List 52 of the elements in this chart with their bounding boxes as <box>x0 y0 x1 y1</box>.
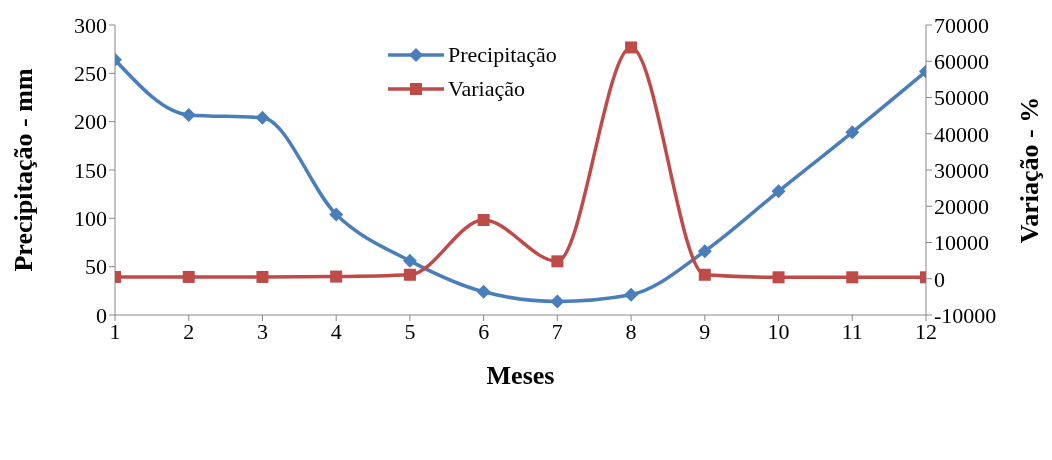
x-tick-label: 4 <box>330 318 342 344</box>
x-axis-title: Meses <box>486 361 555 390</box>
x-tick-label: 6 <box>478 318 490 344</box>
point <box>845 125 860 140</box>
y-tick-label: 250 <box>74 61 107 87</box>
point <box>329 207 344 222</box>
y-tick-label: 50 <box>85 254 107 280</box>
point <box>476 284 491 299</box>
x-tick-label: 10 <box>767 318 790 344</box>
point <box>182 270 195 283</box>
y-tick-label: 300 <box>74 12 107 38</box>
y2-axis-title: Variação - % <box>1015 96 1045 244</box>
point <box>330 270 343 283</box>
x-tick-label: 11 <box>841 318 863 344</box>
y2-tick-label: 50000 <box>934 85 989 111</box>
legend-label: Variação <box>448 76 525 102</box>
legend-label: Precipitação <box>448 42 557 68</box>
point <box>698 268 711 281</box>
x-tick-label: 12 <box>915 318 937 344</box>
point <box>772 271 785 284</box>
y2-tick-label: 0 <box>934 266 945 292</box>
y-tick-label: 100 <box>74 206 107 232</box>
y-tick-label: 150 <box>74 157 107 183</box>
y-tick-label: 200 <box>74 109 107 135</box>
point <box>256 270 269 283</box>
x-tick-label: 8 <box>625 318 637 344</box>
y2-tick-label: 60000 <box>934 49 989 75</box>
x-tick-label: 3 <box>256 318 268 344</box>
x-tick-label: 7 <box>551 318 563 344</box>
point <box>477 214 490 227</box>
point <box>403 268 416 281</box>
x-tick-label: 2 <box>183 318 195 344</box>
y2-tick-label: 20000 <box>934 194 989 220</box>
point <box>624 287 639 302</box>
point <box>771 184 786 199</box>
point <box>551 255 564 268</box>
point <box>697 244 712 259</box>
y-tick-label: 0 <box>96 302 107 328</box>
y2-tick-label: 10000 <box>934 230 989 256</box>
y2-tick-label: 30000 <box>934 157 989 183</box>
x-tick-label: 9 <box>699 318 711 344</box>
y-axis-title: Precipitação - mm <box>9 68 39 272</box>
point <box>550 294 565 309</box>
point <box>181 107 196 122</box>
point <box>255 110 270 125</box>
point <box>625 41 638 54</box>
y2-tick-label: 70000 <box>934 12 989 38</box>
x-tick-label: 1 <box>109 318 121 344</box>
point <box>402 253 417 268</box>
x-tick-label: 5 <box>404 318 416 344</box>
point <box>846 271 859 284</box>
y2-tick-label: 40000 <box>934 121 989 147</box>
